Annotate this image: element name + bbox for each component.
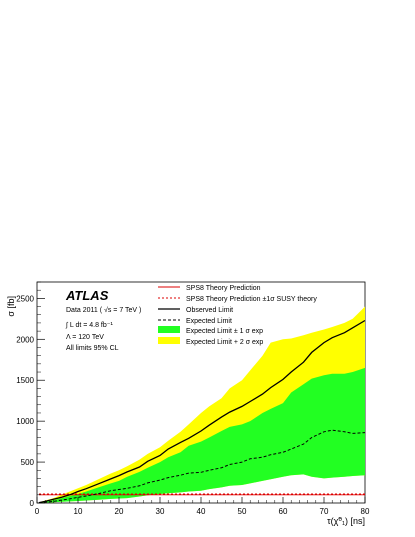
series-observed-line: [38, 319, 366, 504]
x-tick-label-20: 20: [115, 507, 124, 516]
y-tick-label-2500: 2500: [16, 294, 34, 303]
legend-key-band1: [158, 326, 180, 333]
lines-layer: [38, 319, 366, 504]
legend-label-theory: SPS8 Theory Prediction: [186, 285, 261, 292]
y-tick-label-2000: 2000: [16, 335, 34, 344]
legend-label-theory-band: SPS8 Theory Prediction ±1σ SUSY theory: [186, 296, 317, 303]
cl-label: All limits 95% CL: [66, 345, 119, 352]
y-tick-label-1500: 1500: [16, 376, 34, 385]
legend-label-observed: Observed Limit: [186, 307, 233, 314]
lumi-label: ∫ L dt = 4.8 fb⁻¹: [65, 322, 113, 329]
legend-label-band2: Expected Limit + 2 σ exp: [186, 339, 263, 346]
x-tick-label-30: 30: [156, 507, 165, 516]
x-tick-label-0: 0: [35, 507, 40, 516]
y-tick-label-0: 0: [30, 499, 35, 508]
x-tick-label-10: 10: [74, 507, 83, 516]
x-tick-label-60: 60: [279, 507, 288, 516]
y-tick-label-500: 500: [21, 458, 35, 467]
bands-layer: [39, 306, 365, 503]
atlas-label: ATLAS: [65, 288, 109, 303]
legend: SPS8 Theory Prediction SPS8 Theory Predi…: [158, 285, 317, 346]
series-band1-area: [39, 367, 365, 503]
x-tick-label-80: 80: [361, 507, 370, 516]
x-axis-title: τ(χ̃⁰₁) [ns]: [327, 516, 365, 526]
y-axis-title: σ [fb]: [6, 296, 16, 317]
x-tick-label-40: 40: [197, 507, 206, 516]
axes-layer: 0 10 20 30 40 50 60 70 80 0 500 1000 1500 2000 2500: [16, 281, 370, 516]
series-expected-line: [38, 429, 366, 504]
x-tick-label-50: 50: [238, 507, 247, 516]
legend-label-expected: Expected Limit: [186, 318, 232, 325]
legend-label-band1: Expected Limit ± 1 σ exp: [186, 328, 263, 335]
y-tick-label-1000: 1000: [16, 417, 34, 426]
lambda-label: Λ = 120 TeV: [66, 334, 104, 341]
legend-key-band2: [158, 337, 180, 344]
data-label: Data 2011 ( √s = 7 TeV ): [66, 306, 141, 314]
x-tick-label-70: 70: [320, 507, 329, 516]
